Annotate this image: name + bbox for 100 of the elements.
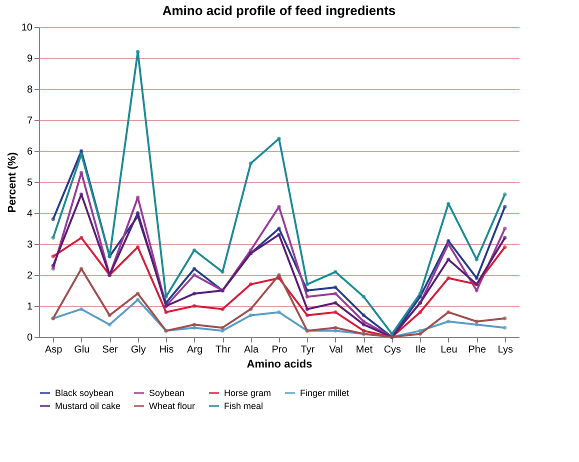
point <box>51 236 55 240</box>
x-tick-label: Gly <box>130 344 146 356</box>
point <box>474 288 479 292</box>
legend-label: Horse gram <box>224 388 272 398</box>
point <box>334 292 338 296</box>
point <box>418 332 422 336</box>
x-tick-label: Ala <box>244 344 259 356</box>
point <box>305 282 310 286</box>
point <box>248 282 253 286</box>
point <box>503 192 507 196</box>
point <box>418 328 422 333</box>
x-tick-label: Glu <box>74 344 90 356</box>
point <box>503 326 507 330</box>
point <box>334 301 338 305</box>
point <box>220 328 224 333</box>
point <box>79 170 84 175</box>
x-tick-label: Arg <box>187 344 203 356</box>
point <box>277 226 281 230</box>
x-tick-label: His <box>159 344 174 356</box>
point <box>79 149 84 153</box>
x-tick-label: Tyr <box>300 344 316 356</box>
x-tick-label: Cys <box>384 344 402 356</box>
point <box>248 162 253 166</box>
point <box>277 273 281 277</box>
y-tick-label: 6 <box>26 146 33 158</box>
legend-label: Finger millet <box>300 388 350 398</box>
legend-label: Mustard oil cake <box>55 401 121 411</box>
point <box>503 204 507 209</box>
legend-label: Wheat flour <box>149 401 196 411</box>
point <box>192 292 196 296</box>
point <box>136 214 140 218</box>
point <box>79 192 84 196</box>
point <box>305 288 310 292</box>
point <box>136 292 140 296</box>
point <box>418 310 422 314</box>
point <box>220 270 224 274</box>
point <box>446 320 450 324</box>
point <box>334 328 338 333</box>
legend-label: Soybean <box>149 388 185 398</box>
point <box>474 320 479 324</box>
point <box>446 310 450 314</box>
point <box>51 264 55 268</box>
point <box>446 258 450 262</box>
point <box>277 276 281 280</box>
y-tick-label: 5 <box>26 178 33 188</box>
point <box>192 326 196 330</box>
point <box>390 332 394 336</box>
point <box>305 313 310 318</box>
y-tick-label: 0 <box>26 332 33 344</box>
point <box>474 276 479 280</box>
point <box>474 258 479 262</box>
y-tick-label: 9 <box>26 54 33 64</box>
point <box>192 266 196 271</box>
point <box>446 276 450 280</box>
point <box>446 242 450 246</box>
point <box>136 298 140 302</box>
point <box>192 248 196 252</box>
point <box>220 307 224 311</box>
y-axis-title: Percent (%) <box>6 152 18 213</box>
point <box>503 245 507 249</box>
point <box>334 270 338 274</box>
point <box>136 245 140 249</box>
y-tick-label: 8 <box>26 84 33 96</box>
point <box>136 196 140 200</box>
x-tick-label: Val <box>329 344 343 356</box>
y-tick-label: 1 <box>26 302 33 312</box>
point <box>277 136 281 140</box>
y-tick-label: 4 <box>26 208 33 220</box>
point <box>503 316 507 320</box>
x-axis-title: Amino acids <box>246 358 312 370</box>
point <box>362 294 366 299</box>
point <box>220 326 224 330</box>
legend-label: Fish meal <box>224 401 264 411</box>
x-tick-label: Phe <box>468 344 486 356</box>
point <box>418 294 422 299</box>
legend-label: Black soybean <box>55 388 114 398</box>
point <box>277 310 281 314</box>
x-tick-label: Met <box>356 344 373 356</box>
point <box>248 307 253 311</box>
point <box>305 294 310 299</box>
point <box>164 294 168 299</box>
x-tick-label: Thr <box>216 344 232 356</box>
x-tick-label: Asp <box>45 344 63 356</box>
point <box>248 248 253 252</box>
point <box>79 152 84 156</box>
y-tick-label: 10 <box>21 22 33 34</box>
point <box>192 304 196 308</box>
point <box>79 236 84 240</box>
point <box>305 307 310 311</box>
point <box>503 226 507 230</box>
point <box>362 328 366 333</box>
chart-title: Amino acid profile of feed ingredients <box>162 3 396 18</box>
y-tick-label: 3 <box>26 240 33 250</box>
point <box>334 310 338 314</box>
x-tick-label: Leu <box>440 344 458 356</box>
point <box>192 322 196 326</box>
x-tick-label: Ser <box>102 344 119 356</box>
point <box>277 232 281 237</box>
point <box>362 320 366 324</box>
point <box>51 217 55 222</box>
